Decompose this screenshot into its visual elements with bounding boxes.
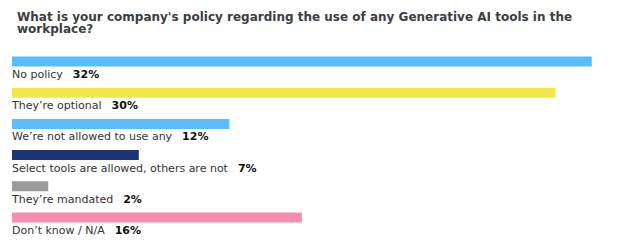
svg-text:32%: 32% <box>73 68 99 81</box>
svg-text:16%: 16% <box>115 224 141 237</box>
svg-text:Select tools are allowed, othe: Select tools are allowed, others are not <box>12 162 229 175</box>
svg-text:We’re not allowed to use any: We’re not allowed to use any <box>12 130 173 143</box>
svg-text:No policy: No policy <box>12 68 63 81</box>
svg-text:12%: 12% <box>182 130 208 143</box>
svg-text:Don’t know / N/A: Don’t know / N/A <box>12 224 105 237</box>
svg-text:They’re mandated: They’re mandated <box>11 193 113 206</box>
svg-text:What is your company's policy: What is your company's policy regarding … <box>17 10 576 24</box>
svg-text:workplace?: workplace? <box>17 22 93 36</box>
svg-text:30%: 30% <box>112 99 138 112</box>
svg-text:They’re optional: They’re optional <box>11 99 102 112</box>
svg-text:7%: 7% <box>238 162 257 175</box>
svg-text:2%: 2% <box>123 193 142 206</box>
